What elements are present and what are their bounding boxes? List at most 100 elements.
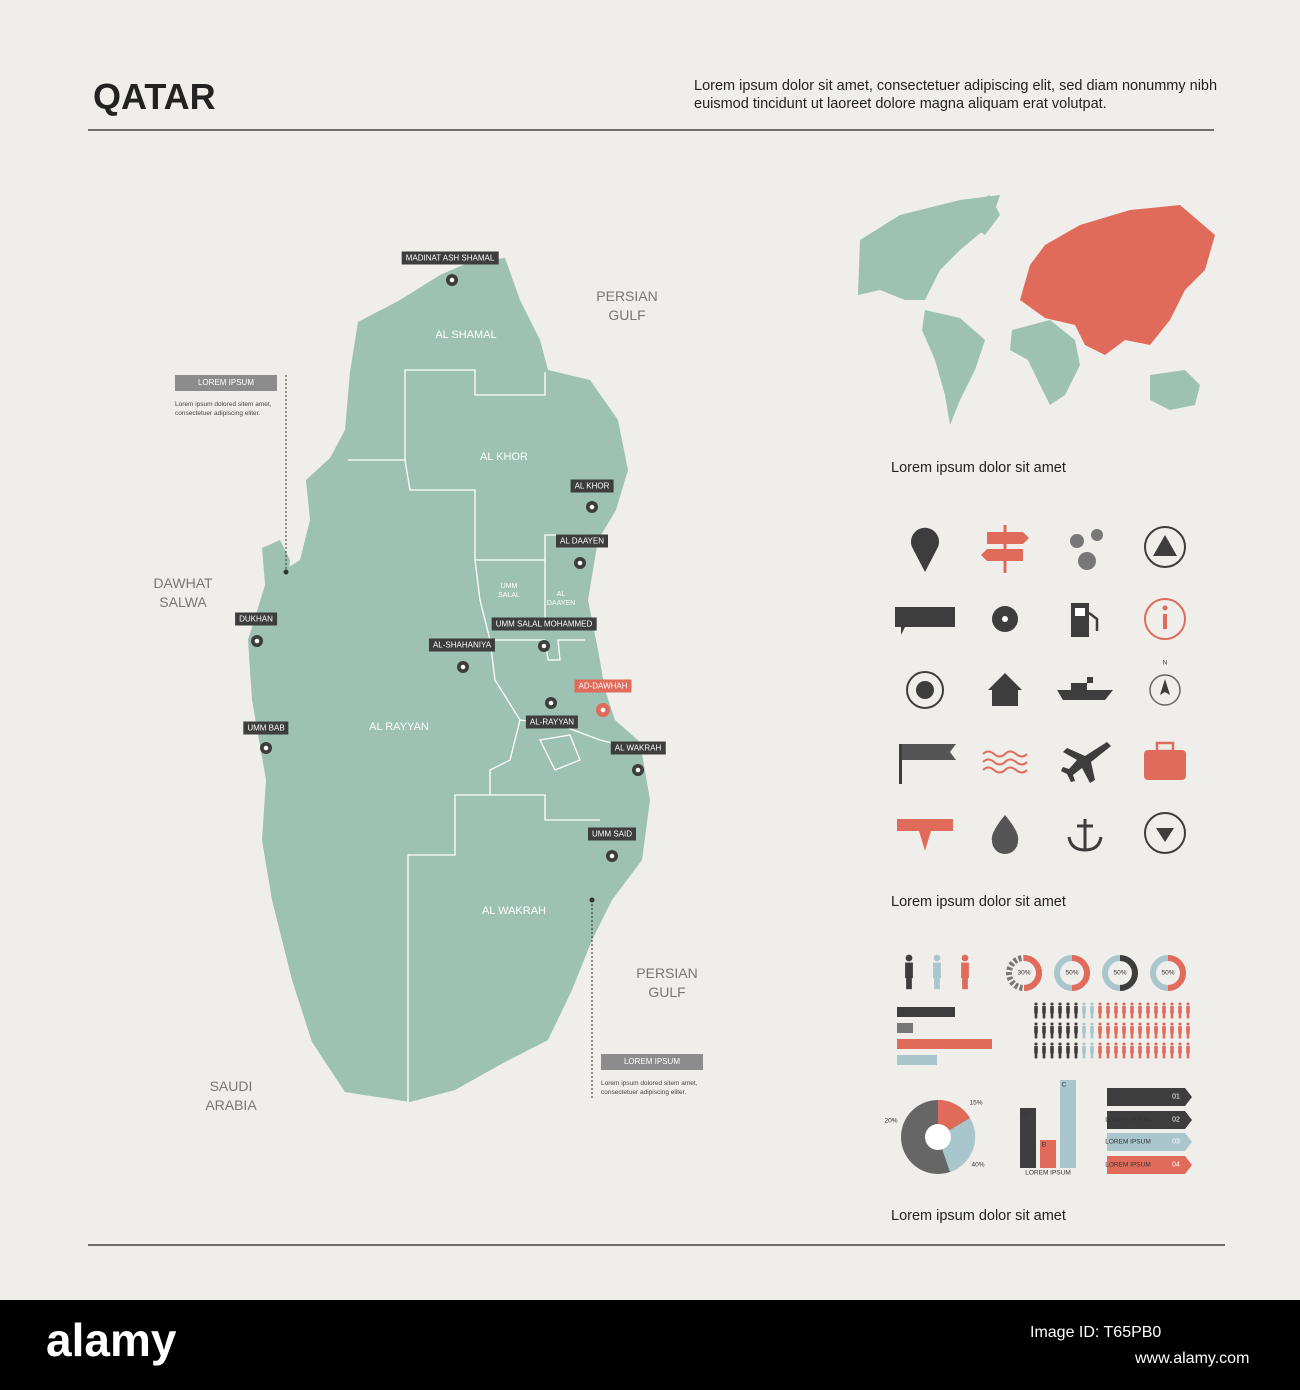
footer-site: www.alamy.com xyxy=(1135,1350,1250,1367)
person xyxy=(1034,1042,1038,1046)
qatar-land xyxy=(248,258,650,1102)
pie-label: 20% xyxy=(884,1117,898,1125)
caption: Lorem ipsum dolor sit amet xyxy=(891,1208,1066,1224)
tab-number: 04 xyxy=(1172,1161,1180,1169)
person xyxy=(1042,1046,1046,1054)
person xyxy=(1106,1002,1110,1006)
bar-strip xyxy=(897,1007,955,1017)
person xyxy=(1050,1022,1054,1026)
person xyxy=(1058,1046,1062,1054)
person xyxy=(1154,1042,1158,1046)
column-label: A xyxy=(1021,1109,1027,1117)
person xyxy=(1042,1026,1046,1034)
person xyxy=(1146,1002,1150,1006)
donut-half xyxy=(1167,955,1186,991)
person xyxy=(1114,1026,1118,1034)
person xyxy=(1122,1053,1126,1059)
icon xyxy=(1163,614,1167,629)
person xyxy=(1162,1013,1166,1019)
person xyxy=(1058,1013,1062,1019)
person xyxy=(1058,1033,1062,1039)
person xyxy=(1170,1053,1174,1059)
person xyxy=(1114,1042,1118,1046)
region-border xyxy=(407,794,600,1102)
pie-label: 15% xyxy=(969,1099,983,1107)
city-pin-dot xyxy=(263,745,269,751)
person xyxy=(1106,1053,1110,1059)
tab-number: 01 xyxy=(1172,1093,1180,1101)
person xyxy=(1122,1002,1126,1006)
icon xyxy=(1149,674,1181,706)
person xyxy=(1130,1046,1134,1054)
person xyxy=(1050,1013,1054,1019)
person xyxy=(1130,1013,1134,1019)
person xyxy=(1066,1053,1070,1059)
icon xyxy=(1144,526,1186,568)
person xyxy=(1050,1042,1054,1046)
icon xyxy=(1078,552,1096,570)
icon xyxy=(895,607,955,635)
tab xyxy=(1107,1133,1192,1151)
icon xyxy=(902,744,956,760)
person xyxy=(1066,1026,1070,1034)
person xyxy=(1066,1006,1070,1014)
region-border xyxy=(489,639,521,795)
person xyxy=(905,954,913,962)
tab xyxy=(1107,1156,1192,1174)
person xyxy=(1114,1033,1118,1039)
person xyxy=(1082,1022,1086,1026)
person xyxy=(1130,1022,1134,1026)
caption: Lorem ipsum dolor sit amet xyxy=(891,894,1066,910)
person xyxy=(1154,1006,1158,1014)
person xyxy=(1090,1013,1094,1019)
person xyxy=(1122,1006,1126,1014)
icon xyxy=(897,819,953,851)
icon xyxy=(982,758,1028,766)
callout-dot xyxy=(283,569,289,575)
person xyxy=(1058,1006,1062,1014)
tab xyxy=(1107,1088,1192,1106)
person xyxy=(1130,1033,1134,1039)
person xyxy=(1138,1013,1142,1019)
icon xyxy=(1061,742,1111,783)
icon xyxy=(1067,819,1103,852)
region-label: AL WAKRAH xyxy=(482,905,546,917)
person xyxy=(1066,1046,1070,1054)
person xyxy=(1146,1042,1150,1046)
person xyxy=(1090,1022,1094,1026)
footer-image-id: Image ID: T65PB0 xyxy=(1030,1324,1162,1341)
person xyxy=(1034,1046,1038,1054)
person xyxy=(961,954,969,962)
person xyxy=(1074,1053,1078,1059)
person xyxy=(1058,1053,1062,1059)
person xyxy=(933,962,941,979)
person xyxy=(1058,1022,1062,1026)
person xyxy=(1146,1006,1150,1014)
person xyxy=(1074,1013,1078,1019)
person xyxy=(1082,1026,1086,1034)
city-pin-dot xyxy=(449,277,455,283)
person xyxy=(1098,1046,1102,1054)
person xyxy=(1114,1053,1118,1059)
person xyxy=(1074,1026,1078,1034)
bar-strip xyxy=(897,1039,992,1049)
column-caption: LOREM IPSUM xyxy=(1025,1169,1071,1177)
world-continent xyxy=(1150,370,1200,410)
person xyxy=(1138,1033,1142,1039)
icon xyxy=(906,671,944,709)
tab xyxy=(1107,1111,1192,1129)
person xyxy=(1162,1053,1166,1059)
person xyxy=(1154,1053,1158,1059)
person xyxy=(1146,1053,1150,1059)
person xyxy=(1050,1033,1054,1039)
person xyxy=(1050,1002,1054,1006)
person xyxy=(1162,1042,1166,1046)
person xyxy=(1138,1053,1142,1059)
sea-label: DAWHAT SALWA xyxy=(153,575,213,610)
footer-bar xyxy=(0,1300,1300,1390)
tab-caption: LOREM IPSUM xyxy=(1105,1161,1151,1169)
icon xyxy=(1144,750,1186,780)
person xyxy=(1154,1002,1158,1006)
person xyxy=(1186,1013,1190,1019)
